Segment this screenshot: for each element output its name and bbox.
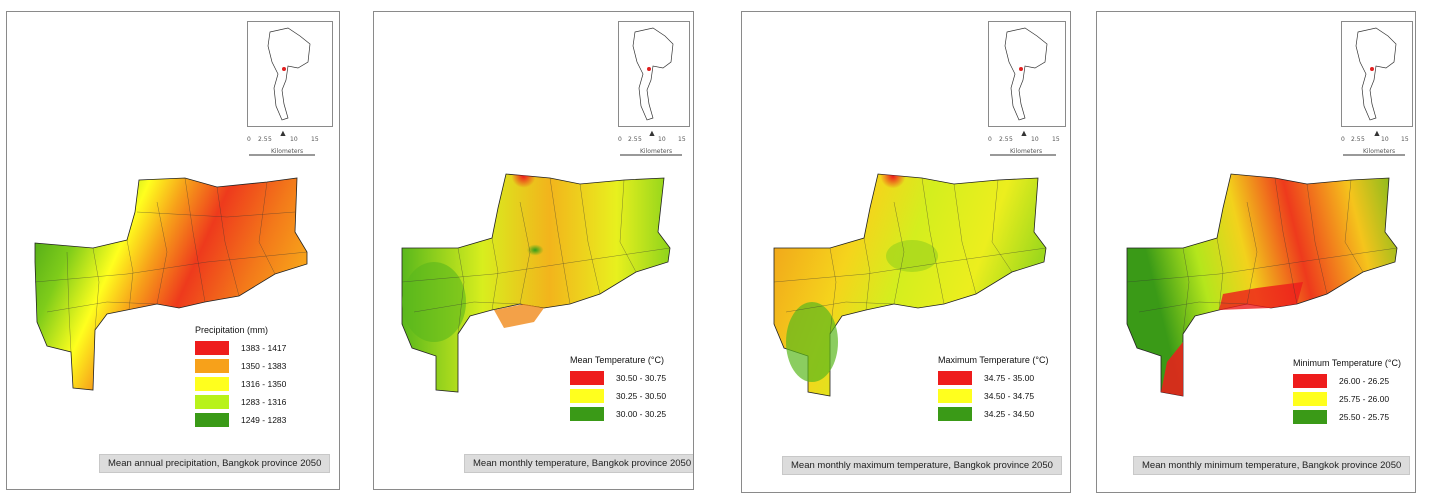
scale-unit-label: Kilometers [1010, 148, 1043, 155]
scale-tick-label: 10 [658, 136, 666, 143]
thailand-outline-icon [1004, 27, 1048, 121]
legend-item: 30.00 - 30.25 [570, 407, 666, 421]
scale-tick-label: 0 [988, 136, 992, 143]
scale-tick-label: 5 [638, 136, 642, 143]
bangkok-map [34, 177, 308, 391]
scale-tick-label: 15 [1052, 136, 1060, 143]
legend-swatch [195, 413, 229, 427]
legend-item: 34.75 - 35.00 [938, 371, 1048, 385]
scale-unit-label: Kilometers [640, 148, 673, 155]
north-arrow-icon: ▲ [647, 128, 657, 138]
north-arrow-icon: ▲ [1372, 128, 1382, 138]
scale-bar: Kilometers 0 2.5 5 10 15 [247, 136, 319, 156]
legend: Precipitation (mm) 1383 - 1417 1350 - 13… [195, 325, 286, 431]
legend-swatch [195, 377, 229, 391]
legend-item: 30.25 - 30.50 [570, 389, 666, 403]
legend-item: 1383 - 1417 [195, 341, 286, 355]
legend-item: 34.50 - 34.75 [938, 389, 1048, 403]
legend-title: Mean Temperature (°C) [570, 355, 664, 365]
scale-tick-label: 5 [1009, 136, 1013, 143]
scale-unit-label: Kilometers [1363, 148, 1396, 155]
map-panel-precipitation: ▲ Kilometers 0 2.5 5 10 15 Precipitation (mm… [6, 11, 340, 490]
legend-swatch [1293, 374, 1327, 388]
scale-tick-label: 0 [247, 136, 251, 143]
north-arrow-icon: ▲ [1019, 128, 1029, 138]
bangkok-map [773, 173, 1047, 397]
map-caption: Mean monthly maximum temperature, Bangko… [782, 456, 1062, 475]
scale-tick-label: 2.5 [258, 136, 268, 143]
scale-tick-label: 15 [311, 136, 319, 143]
thailand-inset-map [618, 21, 690, 127]
legend: Mean Temperature (°C) 30.50 - 30.75 30.2… [570, 355, 666, 425]
legend-item: 34.25 - 34.50 [938, 407, 1048, 421]
thailand-outline-icon [1355, 27, 1397, 121]
legend-swatch [938, 371, 972, 385]
legend-swatch [195, 395, 229, 409]
legend-title: Precipitation (mm) [195, 325, 269, 335]
map-panel-max-temperature: ▲ 0 2.5 5 10 15 Kilometers Maximum Temperatur… [741, 11, 1071, 493]
legend-title: Minimum Temperature (°C) [1293, 358, 1401, 368]
legend: Maximum Temperature (°C) 34.75 - 35.00 3… [938, 355, 1048, 425]
legend-item: 1316 - 1350 [195, 377, 286, 391]
map-panel-mean-temperature: ▲ 0 2.5 5 10 15 Kilometers Mean Temperature (… [373, 11, 694, 490]
scale-tick-label: 10 [1031, 136, 1039, 143]
legend-item: 1249 - 1283 [195, 413, 286, 427]
scale-tick-label: 15 [1401, 136, 1409, 143]
thailand-inset-map [1341, 21, 1413, 127]
legend-swatch [570, 407, 604, 421]
scale-tick-label: 10 [290, 136, 298, 143]
legend-swatch [1293, 410, 1327, 424]
legend-swatch [570, 371, 604, 385]
map-panel-min-temperature: ▲ 0 2.5 5 10 15 Kilometers Minimum Temperatur… [1096, 11, 1416, 493]
legend-item: 30.50 - 30.75 [570, 371, 666, 385]
legend-swatch [195, 341, 229, 355]
scale-bar: 0 2.5 5 10 15 Kilometers [618, 136, 686, 158]
legend-item: 1350 - 1383 [195, 359, 286, 373]
thailand-inset-map [247, 21, 333, 127]
thailand-outline-icon [267, 27, 311, 121]
legend-swatch [195, 359, 229, 373]
scale-bar: 0 2.5 5 10 15 Kilometers [1341, 136, 1409, 158]
legend-swatch [1293, 392, 1327, 406]
map-caption: Mean annual precipitation, Bangkok provi… [99, 454, 331, 473]
scale-tick-label: 0 [618, 136, 622, 143]
map-caption: Mean monthly minimum temperature, Bangko… [1133, 456, 1411, 475]
scale-tick-label: 2.5 [628, 136, 638, 143]
scale-tick-label: 2.5 [999, 136, 1009, 143]
scale-bar: 0 2.5 5 10 15 Kilometers [988, 136, 1060, 158]
scale-tick-label: 10 [1381, 136, 1389, 143]
legend: Minimum Temperature (°C) 26.00 - 26.25 2… [1293, 358, 1401, 428]
legend-title: Maximum Temperature (°C) [938, 355, 1049, 365]
legend-item: 1283 - 1316 [195, 395, 286, 409]
map-caption: Mean monthly temperature, Bangkok provin… [464, 454, 693, 473]
legend-item: 25.75 - 26.00 [1293, 392, 1401, 406]
legend-swatch [938, 389, 972, 403]
bangkok-map [401, 173, 671, 393]
scale-tick-label: 5 [1361, 136, 1365, 143]
legend-swatch [570, 389, 604, 403]
legend-item: 26.00 - 26.25 [1293, 374, 1401, 388]
bangkok-map [1126, 173, 1398, 397]
thailand-outline-icon [632, 27, 674, 121]
scale-tick-label: 0 [1341, 136, 1345, 143]
scale-tick-label: 2.5 [1351, 136, 1361, 143]
scale-tick-label: 15 [678, 136, 686, 143]
legend-item: 25.50 - 25.75 [1293, 410, 1401, 424]
scale-tick-label: 5 [268, 136, 272, 143]
legend-swatch [938, 407, 972, 421]
north-arrow-icon: ▲ [278, 128, 288, 138]
thailand-inset-map [988, 21, 1066, 127]
